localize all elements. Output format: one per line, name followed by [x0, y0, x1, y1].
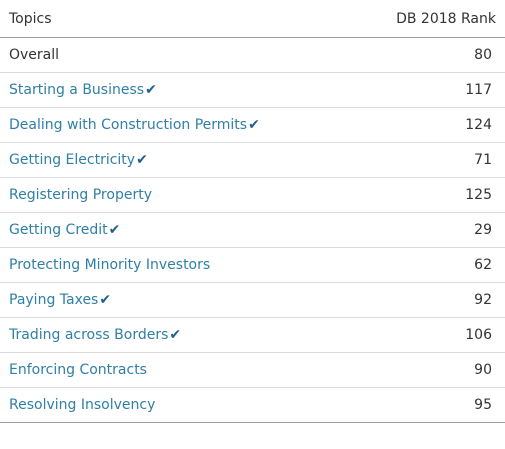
- check-icon: ✔: [145, 82, 157, 98]
- topic-cell: Starting a Business✔: [0, 72, 385, 108]
- header-topics[interactable]: Topics: [0, 0, 385, 38]
- rank-cell: 117: [385, 72, 505, 108]
- topic-link[interactable]: Enforcing Contracts: [9, 362, 147, 378]
- check-icon: ✔: [248, 117, 260, 133]
- rank-cell: 71: [385, 142, 505, 178]
- topic-link[interactable]: Starting a Business: [9, 82, 145, 98]
- header-row: Topics DB 2018 Rank: [0, 0, 505, 38]
- rank-table: Topics DB 2018 Rank Overall 80 Starting …: [0, 0, 505, 423]
- table-row: Overall 80: [0, 37, 505, 73]
- rank-cell: 29: [385, 212, 505, 248]
- check-icon: ✔: [99, 292, 112, 308]
- table-row: Registering Property 125: [0, 177, 505, 213]
- topic-link[interactable]: Protecting Minority Investors: [9, 257, 211, 273]
- topic-link[interactable]: Paying Taxes: [9, 292, 99, 308]
- rank-cell: 92: [385, 282, 505, 318]
- table-body: Overall 80 Starting a Business✔ 117 Deal…: [0, 37, 505, 423]
- topic-link[interactable]: Resolving Insolvency: [9, 397, 156, 413]
- table-row: Dealing with Construction Permits✔ 124: [0, 107, 505, 143]
- topic-link[interactable]: Registering Property: [9, 187, 152, 203]
- topic-cell: Protecting Minority Investors: [0, 247, 385, 283]
- header-rank[interactable]: DB 2018 Rank: [385, 0, 505, 38]
- table-row: Getting Credit✔ 29: [0, 212, 505, 248]
- topic-link[interactable]: Dealing with Construction Permits: [9, 117, 248, 133]
- table-row: Paying Taxes✔ 92: [0, 282, 505, 318]
- topic-link[interactable]: Getting Electricity: [9, 152, 136, 168]
- topic-link[interactable]: Trading across Borders: [9, 327, 169, 343]
- topic-cell: Getting Credit✔: [0, 212, 385, 248]
- rank-cell: 106: [385, 317, 505, 353]
- topic-cell: Overall: [0, 37, 385, 73]
- table-row: Resolving Insolvency 95: [0, 387, 505, 423]
- topic-cell: Paying Taxes✔: [0, 282, 385, 318]
- topic-cell: Getting Electricity✔: [0, 142, 385, 178]
- topic-label: Overall: [9, 47, 60, 63]
- table-row: Getting Electricity✔ 71: [0, 142, 505, 178]
- table-header: Topics DB 2018 Rank: [0, 0, 505, 38]
- rank-cell: 80: [385, 37, 505, 73]
- topic-cell: Dealing with Construction Permits✔: [0, 107, 385, 143]
- topic-link[interactable]: Getting Credit: [9, 222, 108, 238]
- check-icon: ✔: [108, 222, 121, 238]
- rank-cell: 62: [385, 247, 505, 283]
- rank-cell: 125: [385, 177, 505, 213]
- topic-cell: Trading across Borders✔: [0, 317, 385, 353]
- table-row: Enforcing Contracts 90: [0, 352, 505, 388]
- rank-cell: 124: [385, 107, 505, 143]
- rank-cell: 90: [385, 352, 505, 388]
- topic-cell: Resolving Insolvency: [0, 387, 385, 423]
- check-icon: ✔: [136, 152, 148, 168]
- topic-cell: Registering Property: [0, 177, 385, 213]
- table-row: Protecting Minority Investors 62: [0, 247, 505, 283]
- check-icon: ✔: [169, 327, 182, 343]
- rank-cell: 95: [385, 387, 505, 423]
- table-row: Starting a Business✔ 117: [0, 72, 505, 108]
- topic-cell: Enforcing Contracts: [0, 352, 385, 388]
- table-row: Trading across Borders✔ 106: [0, 317, 505, 353]
